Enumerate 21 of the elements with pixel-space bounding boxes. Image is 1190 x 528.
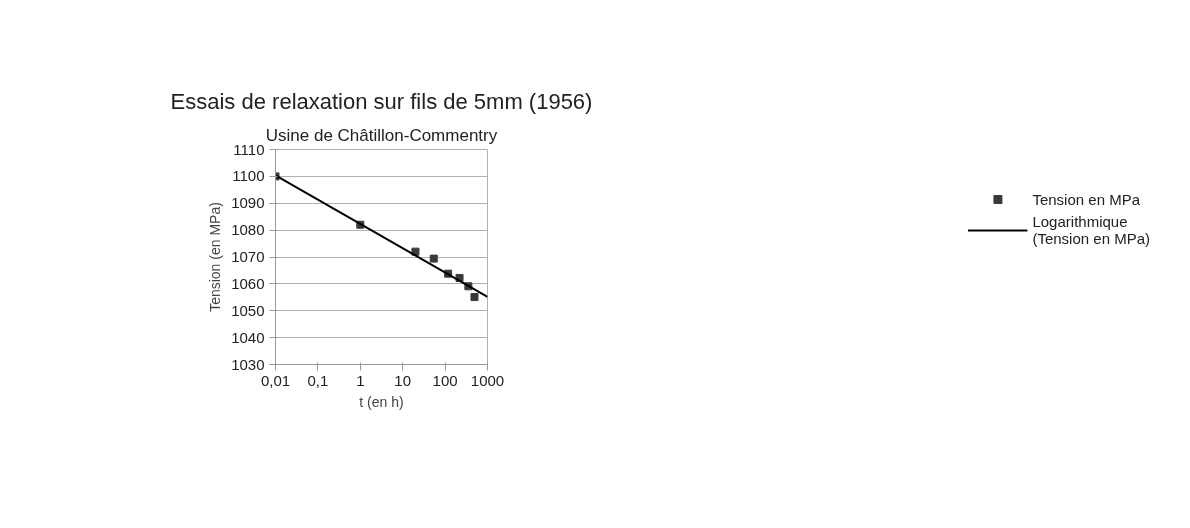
y-tick-label: 1050 [231,301,265,319]
x-tick-label: 10 [394,371,412,389]
legend-label: Logarithmique (Tension en MPa) [1032,213,1150,247]
legend-label: Tension en MPa [1032,190,1141,208]
x-tick-label: 0,1 [307,371,329,389]
y-tick-label: 1080 [231,221,265,239]
y-tick-label: 1030 [231,355,265,373]
y-tick-label: 1040 [231,328,265,346]
y-axis-title: Tension (en MPa) [207,202,224,312]
x-tick-label: 1000 [470,371,505,389]
chart-title: Essais de relaxation sur fils de 5mm (1956) [170,88,593,114]
y-tick-label: 1090 [231,194,265,212]
x-axis-title: t (en h) [359,393,404,410]
x-tick-label: 100 [432,371,458,389]
x-tick-label: 0,01 [260,371,291,389]
y-tick-label: 1100 [232,167,265,185]
chart-subtitle: Usine de Châtillon-Commentry [265,125,498,145]
x-tick-label: 1 [356,371,365,389]
y-tick-label: 1110 [233,140,265,158]
y-tick-label: 1070 [231,248,265,265]
y-tick-label: 1060 [231,274,265,292]
